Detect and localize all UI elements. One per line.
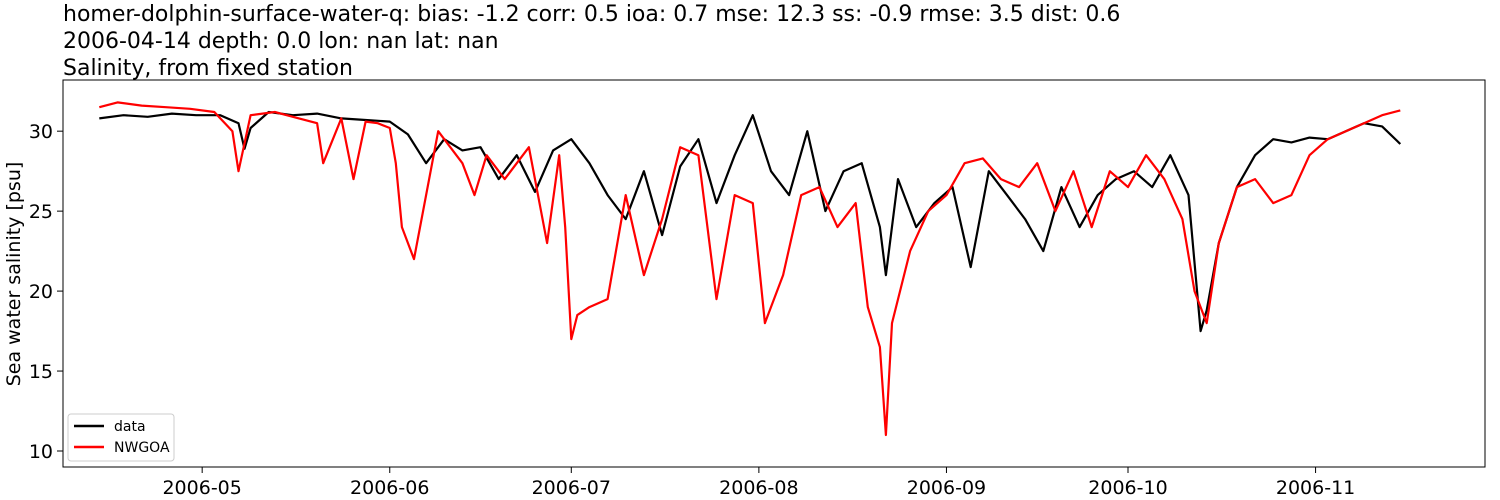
x-tick-label: 2006-09 bbox=[907, 477, 986, 499]
y-tick-label: 15 bbox=[29, 361, 53, 383]
x-tick-label: 2006-07 bbox=[532, 477, 611, 499]
y-axis-label: Sea water salinity [psu] bbox=[3, 162, 25, 387]
series-line-nwgoa bbox=[99, 101, 1401, 437]
x-axis: 2006-05 2006-06 2006-07 2006-08 2006-09 2006-… bbox=[162, 467, 1355, 499]
y-tick-label: 10 bbox=[29, 441, 53, 463]
y-tick-label: 25 bbox=[29, 201, 53, 223]
x-tick-label: 2006-10 bbox=[1088, 477, 1167, 499]
y-tick-label: 20 bbox=[29, 281, 53, 303]
axes-frame bbox=[62, 79, 1486, 468]
x-tick-label: 2006-06 bbox=[350, 477, 429, 499]
x-tick-label: 2006-08 bbox=[719, 477, 798, 499]
chart-subtitle-variable: Salinity, from fixed station bbox=[63, 56, 353, 81]
y-tick-label: 30 bbox=[29, 121, 53, 143]
legend-label-nwgoa: NWGOA bbox=[114, 440, 170, 456]
legend: data NWGOA bbox=[67, 413, 175, 462]
x-tick-label: 2006-05 bbox=[162, 477, 241, 499]
chart-title: homer-dolphin-surface-water-q: bias: -1.… bbox=[63, 2, 1121, 27]
legend-label-data: data bbox=[114, 419, 146, 435]
chart-subtitle-date-location: 2006-04-14 depth: 0.0 lon: nan lat: nan bbox=[63, 29, 499, 54]
y-axis: 10 15 20 25 30 bbox=[29, 121, 63, 463]
plot-lines bbox=[99, 101, 1402, 437]
x-tick-label: 2006-11 bbox=[1276, 477, 1355, 499]
series-line-data bbox=[99, 110, 1402, 333]
